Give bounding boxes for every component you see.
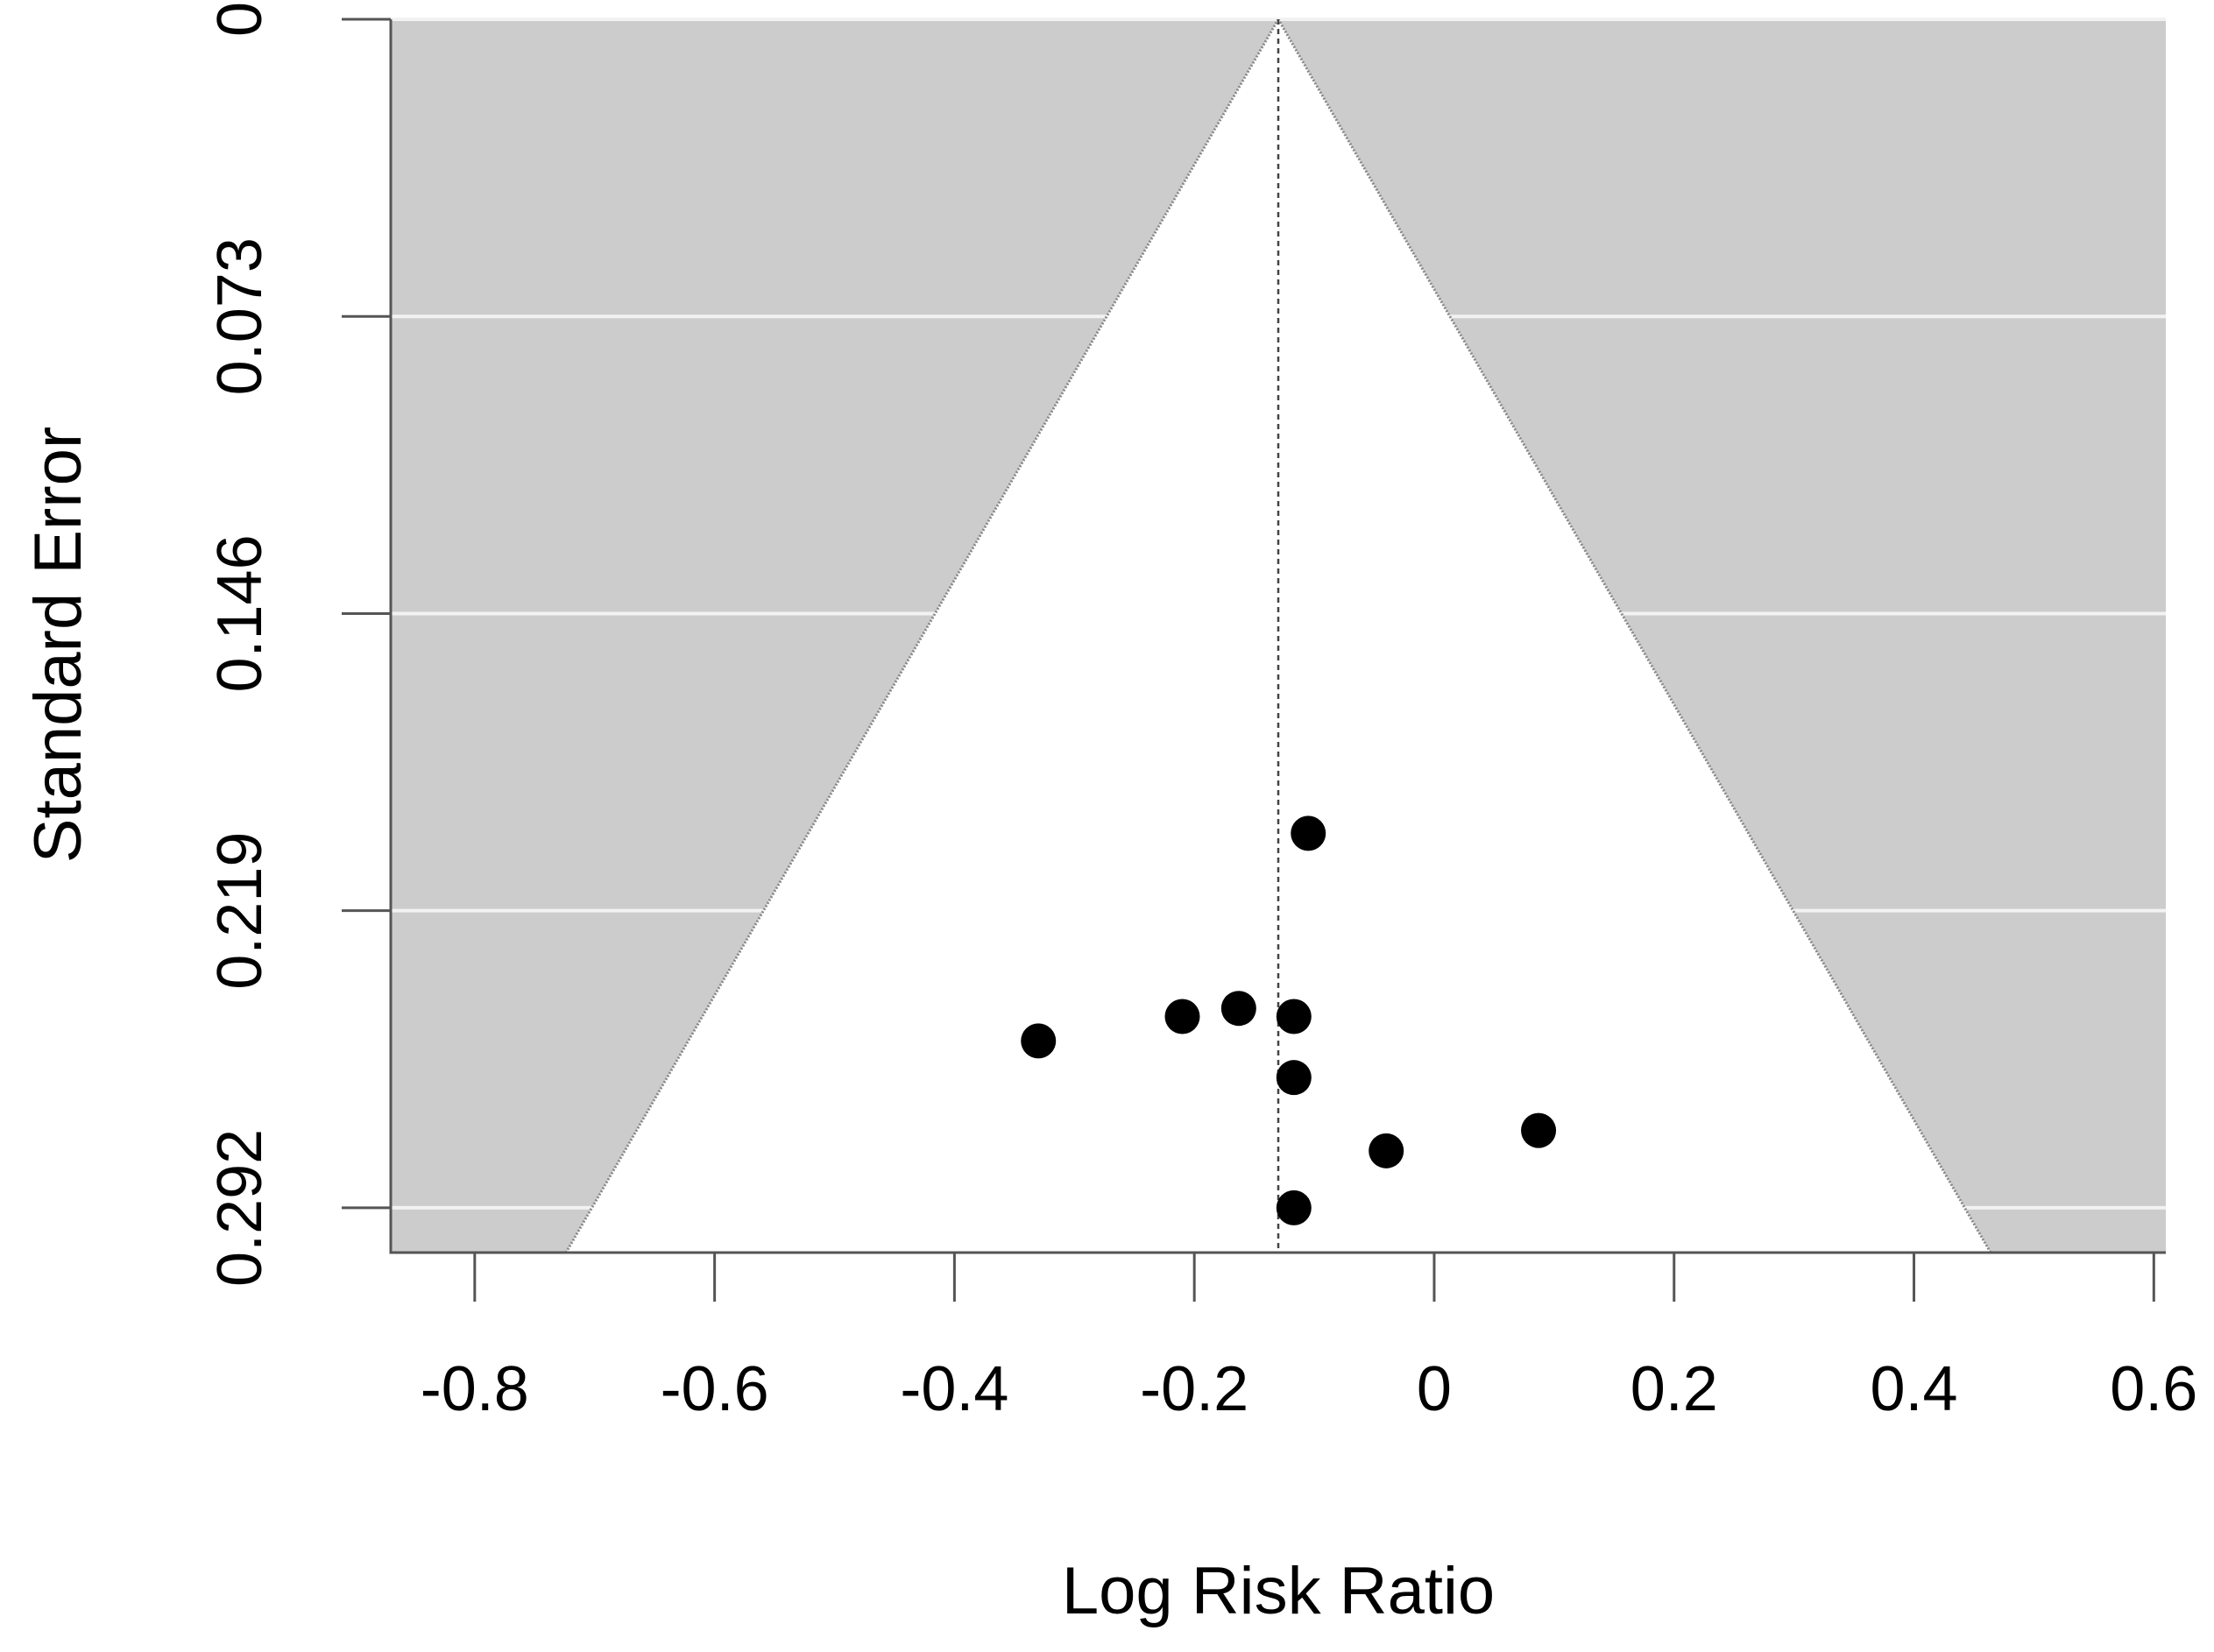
x-tick-label-7: 0.6 bbox=[2110, 1354, 2197, 1424]
y-axis-title: Standard Error bbox=[21, 427, 95, 863]
data-point-6 bbox=[1276, 1060, 1312, 1096]
data-points bbox=[1021, 815, 1557, 1225]
data-point-2 bbox=[1021, 1023, 1057, 1059]
x-tick-label-1: -0.6 bbox=[661, 1354, 769, 1424]
data-point-8 bbox=[1521, 1112, 1557, 1148]
x-tick-label-6: 0.4 bbox=[1870, 1354, 1957, 1424]
x-axis-title: Log Risk Ratio bbox=[1062, 1554, 1495, 1628]
y-tick-label-1: 0.073 bbox=[205, 237, 275, 395]
x-axis: -0.8 -0.6 -0.4 -0.2 0 0.2 0.4 0.6 bbox=[421, 1253, 2197, 1424]
x-tick-label-4: 0 bbox=[1417, 1354, 1452, 1424]
y-tick-label-0: 0 bbox=[205, 2, 275, 37]
y-tick-label-3: 0.219 bbox=[205, 832, 275, 990]
axes-frame bbox=[389, 19, 2166, 1254]
y-tick-label-2: 0.146 bbox=[205, 534, 275, 692]
x-tick-label-3: -0.2 bbox=[1140, 1354, 1248, 1424]
data-point-7 bbox=[1369, 1133, 1404, 1168]
data-point-4 bbox=[1220, 991, 1256, 1027]
data-point-1 bbox=[1291, 815, 1326, 851]
data-point-9 bbox=[1276, 1190, 1312, 1225]
data-point-5 bbox=[1276, 999, 1312, 1034]
x-tick-label-2: -0.4 bbox=[900, 1354, 1008, 1424]
x-tick-label-0: -0.8 bbox=[421, 1354, 529, 1424]
y-tick-label-4: 0.292 bbox=[205, 1129, 275, 1287]
x-tick-label-5: 0.2 bbox=[1630, 1354, 1718, 1424]
data-point-3 bbox=[1164, 999, 1200, 1034]
y-axis: 0 0.073 0.146 0.219 0.292 bbox=[205, 2, 391, 1287]
